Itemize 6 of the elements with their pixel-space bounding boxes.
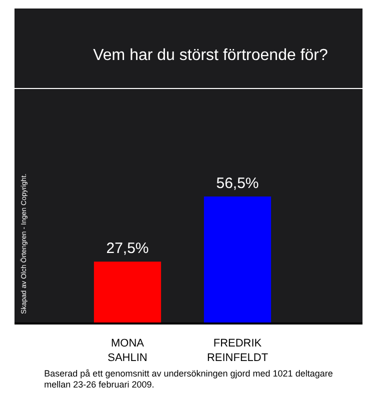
text: Baserad på ett genomsnitt av undersökningen gjord med 1021 deltagare mellan 23-26 februari 2009.	[44, 368, 333, 390]
x-tick-label: FREDRIK REINFELDT	[206, 338, 268, 364]
data-label: 27,5%	[106, 240, 149, 257]
chart-title: Vem har du störst förtroende för?	[93, 47, 328, 64]
data-label: 56,5%	[216, 174, 259, 192]
x-tick-label: MONA SAHLIN	[108, 338, 148, 364]
